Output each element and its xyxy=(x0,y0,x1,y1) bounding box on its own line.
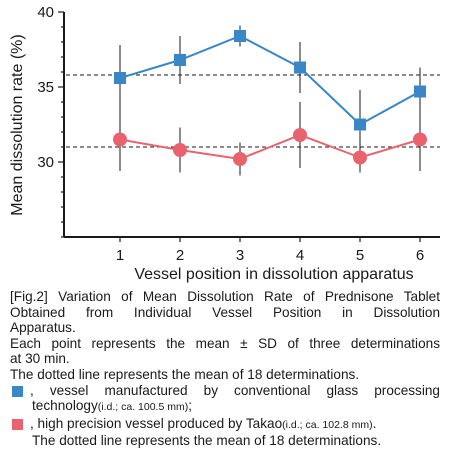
series-line xyxy=(119,133,421,161)
data-point-square xyxy=(414,85,426,98)
series-group xyxy=(114,25,426,159)
x-tick-label: 3 xyxy=(236,247,244,264)
x-tick-label: 4 xyxy=(296,247,304,264)
series-layer xyxy=(113,25,427,176)
caption-line: Each point represents the mean ± SD of t… xyxy=(10,335,440,351)
caption-line: The dotted line represents the mean of 1… xyxy=(10,366,360,382)
series-group xyxy=(113,102,427,176)
y-axis-title: Mean dissolution rate (%) xyxy=(9,34,26,215)
x-tick-label: 1 xyxy=(116,247,124,264)
legend-text: , high precision vessel produced by Taka… xyxy=(30,415,283,431)
data-point-circle xyxy=(173,143,187,157)
x-tick-label: 2 xyxy=(176,247,184,264)
x-tick-label: 6 xyxy=(416,247,424,264)
data-point-circle xyxy=(293,128,307,142)
series-line xyxy=(119,34,421,126)
caption-line: Obtained from Individual Vessel Position… xyxy=(10,304,440,320)
legend-punct: . xyxy=(372,415,377,431)
legend-spec: (i.d.; ca. 100.5 mm) xyxy=(97,401,189,414)
x-axis-title: Vessel position in dissolution apparatus xyxy=(134,266,413,283)
y-tick-label: 35 xyxy=(37,79,54,96)
y-tick-label: 30 xyxy=(37,154,54,171)
y-tick-label: 40 xyxy=(37,4,54,21)
legend-punct: ; xyxy=(188,398,192,414)
legend-spec: (i.d.; ca. 102.8 mm) xyxy=(282,418,373,431)
data-point-square xyxy=(114,72,126,84)
caption-line: at 30 min. xyxy=(10,351,70,367)
caption-line: Apparatus. xyxy=(10,320,76,336)
chart-axes: 30 35 40 1 2 3 4 5 6 xyxy=(37,4,440,264)
legend-entry-conventional: , vessel manufactured by conventional gl… xyxy=(10,383,440,399)
legend-text: , vessel manufactured by conventional gl… xyxy=(30,382,440,398)
legend-text: The dotted line represents the mean of 1… xyxy=(32,433,382,449)
dissolution-chart: 30 35 40 1 2 3 4 5 6 Mean dissolution rate (%) V… xyxy=(9,4,440,283)
data-point-square xyxy=(354,118,366,131)
mean-lines xyxy=(66,74,440,148)
legend-text: technology xyxy=(32,398,98,414)
red-square-swatch-icon xyxy=(12,418,23,430)
data-point-square xyxy=(234,30,246,42)
legend-text-line: , high precision vessel produced by Taka… xyxy=(30,416,440,434)
data-point-square xyxy=(294,61,306,74)
figure-caption: [Fig.2] Variation of Mean Dissolution Ra… xyxy=(10,289,440,449)
data-point-circle xyxy=(233,152,247,166)
data-point-circle xyxy=(413,132,427,147)
data-point-circle xyxy=(113,132,127,147)
data-point-circle xyxy=(353,150,367,165)
data-point-square xyxy=(174,54,186,66)
legend-entry-high-precision: , high precision vessel produced by Taka… xyxy=(10,416,440,434)
caption-line: [Fig.2] Variation of Mean Dissolution Ra… xyxy=(10,289,440,304)
legend-text-continued: technology(i.d.; ca. 100.5 mm); xyxy=(10,398,440,416)
x-tick-label: 5 xyxy=(356,247,364,264)
blue-square-swatch-icon xyxy=(12,385,23,397)
